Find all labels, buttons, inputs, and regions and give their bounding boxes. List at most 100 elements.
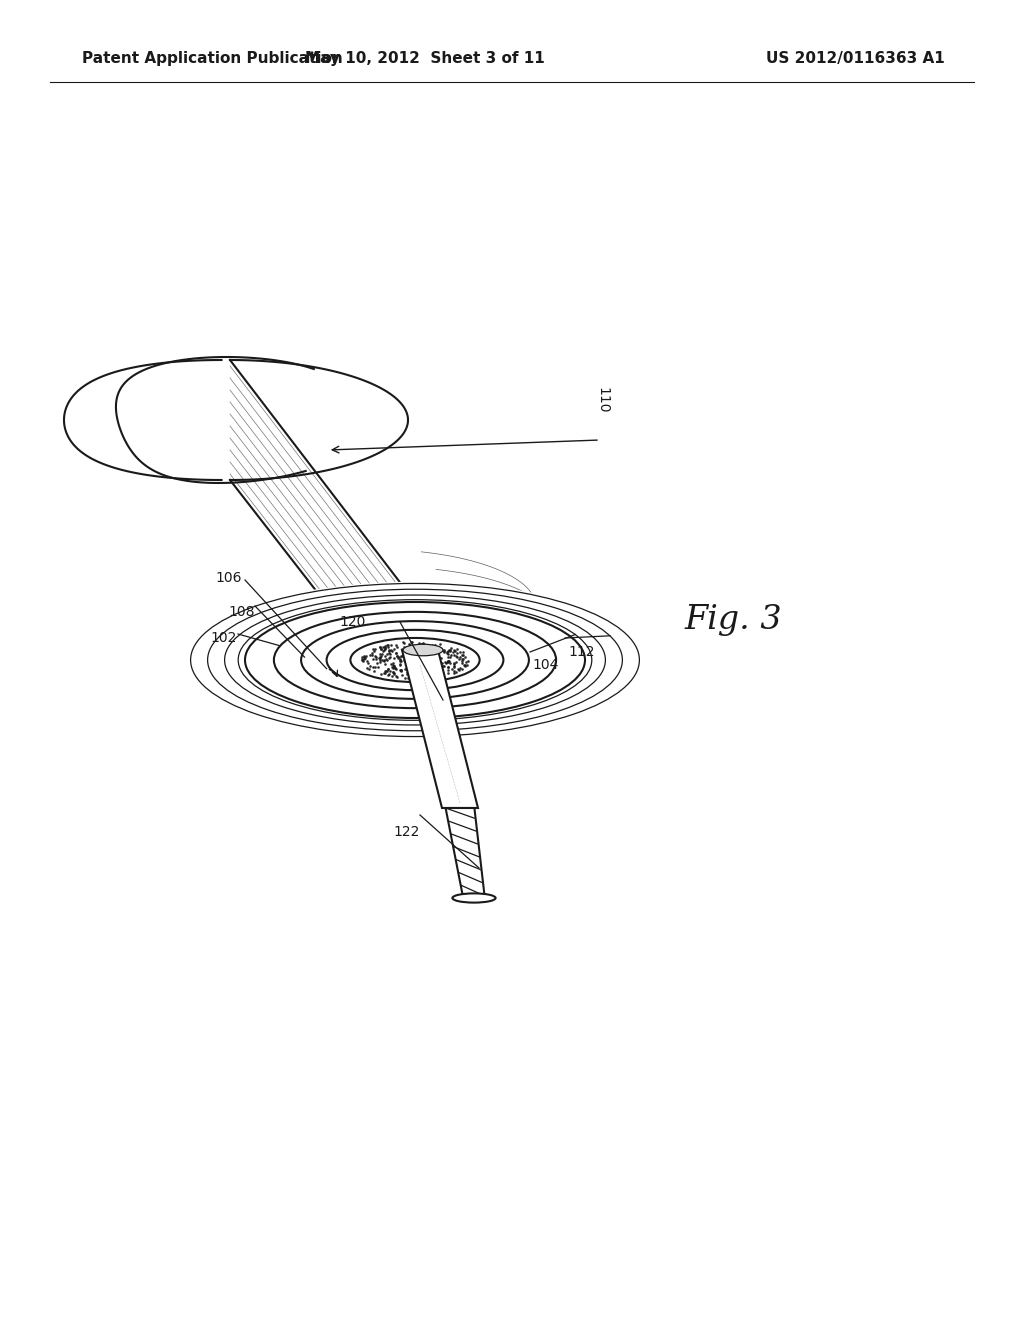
Point	[398, 647, 415, 668]
Point	[432, 639, 449, 660]
Point	[376, 649, 392, 671]
Point	[426, 647, 442, 668]
Point	[440, 640, 457, 661]
Point	[445, 663, 462, 684]
Point	[417, 652, 433, 673]
Point	[385, 647, 401, 668]
Point	[422, 638, 438, 659]
Point	[446, 656, 463, 677]
Point	[389, 667, 406, 688]
Point	[429, 648, 445, 669]
Point	[403, 655, 420, 676]
Point	[401, 638, 418, 659]
Point	[416, 655, 432, 676]
Point	[379, 635, 395, 656]
Point	[391, 647, 408, 668]
Point	[409, 640, 425, 661]
Point	[459, 655, 475, 676]
Point	[442, 652, 459, 673]
Point	[454, 659, 470, 680]
Point	[382, 647, 398, 668]
Point	[421, 660, 437, 681]
Point	[379, 649, 395, 671]
Point	[449, 643, 465, 664]
Point	[442, 640, 459, 661]
Point	[439, 652, 456, 673]
Point	[361, 656, 378, 677]
Point	[411, 632, 427, 653]
Point	[381, 642, 397, 663]
Point	[392, 649, 409, 671]
Point	[445, 639, 462, 660]
Point	[417, 638, 433, 659]
Point	[377, 635, 393, 656]
Point	[404, 644, 421, 665]
Point	[380, 659, 396, 680]
Point	[439, 651, 456, 672]
Point	[401, 636, 418, 657]
Point	[449, 639, 465, 660]
Point	[454, 652, 470, 673]
Point	[377, 645, 393, 667]
Point	[432, 634, 449, 655]
Point	[402, 645, 419, 667]
Point	[419, 648, 435, 669]
Point	[382, 639, 398, 660]
Point	[426, 651, 442, 672]
Point	[424, 660, 440, 681]
Point	[435, 656, 452, 677]
Point	[380, 659, 396, 680]
Point	[442, 644, 459, 665]
Point	[376, 663, 392, 684]
Point	[417, 664, 433, 685]
Point	[427, 645, 443, 667]
Point	[384, 655, 400, 676]
Point	[422, 651, 438, 672]
Point	[440, 651, 457, 672]
Point	[390, 647, 407, 668]
Point	[419, 653, 435, 675]
Point	[381, 664, 397, 685]
Point	[385, 657, 401, 678]
Point	[394, 639, 411, 660]
Point	[372, 636, 388, 657]
Point	[385, 656, 401, 677]
Point	[388, 642, 404, 663]
Point	[378, 660, 394, 681]
Point	[395, 644, 412, 665]
Point	[412, 647, 428, 668]
Text: 112: 112	[568, 645, 595, 659]
Point	[425, 639, 441, 660]
Point	[373, 644, 389, 665]
Point	[401, 655, 418, 676]
Point	[373, 645, 389, 667]
Point	[409, 636, 425, 657]
Text: Patent Application Publication: Patent Application Publication	[82, 50, 343, 66]
Point	[354, 651, 371, 672]
Point	[450, 647, 466, 668]
Point	[395, 649, 412, 671]
Point	[428, 665, 444, 686]
Point	[427, 644, 443, 665]
Point	[410, 663, 426, 684]
Point	[419, 635, 435, 656]
Point	[378, 648, 394, 669]
Point	[374, 643, 390, 664]
Point	[427, 634, 443, 655]
Point	[409, 653, 425, 675]
Point	[425, 664, 441, 685]
Point	[404, 665, 421, 686]
Point	[392, 651, 409, 672]
Point	[455, 644, 471, 665]
Point	[439, 657, 456, 678]
Point	[442, 640, 459, 661]
Point	[355, 645, 372, 667]
Point	[413, 645, 429, 667]
Point	[415, 664, 431, 685]
Point	[408, 657, 424, 678]
Point	[416, 644, 432, 665]
Point	[372, 647, 388, 668]
Point	[377, 653, 393, 675]
Point	[372, 647, 388, 668]
Point	[377, 661, 393, 682]
